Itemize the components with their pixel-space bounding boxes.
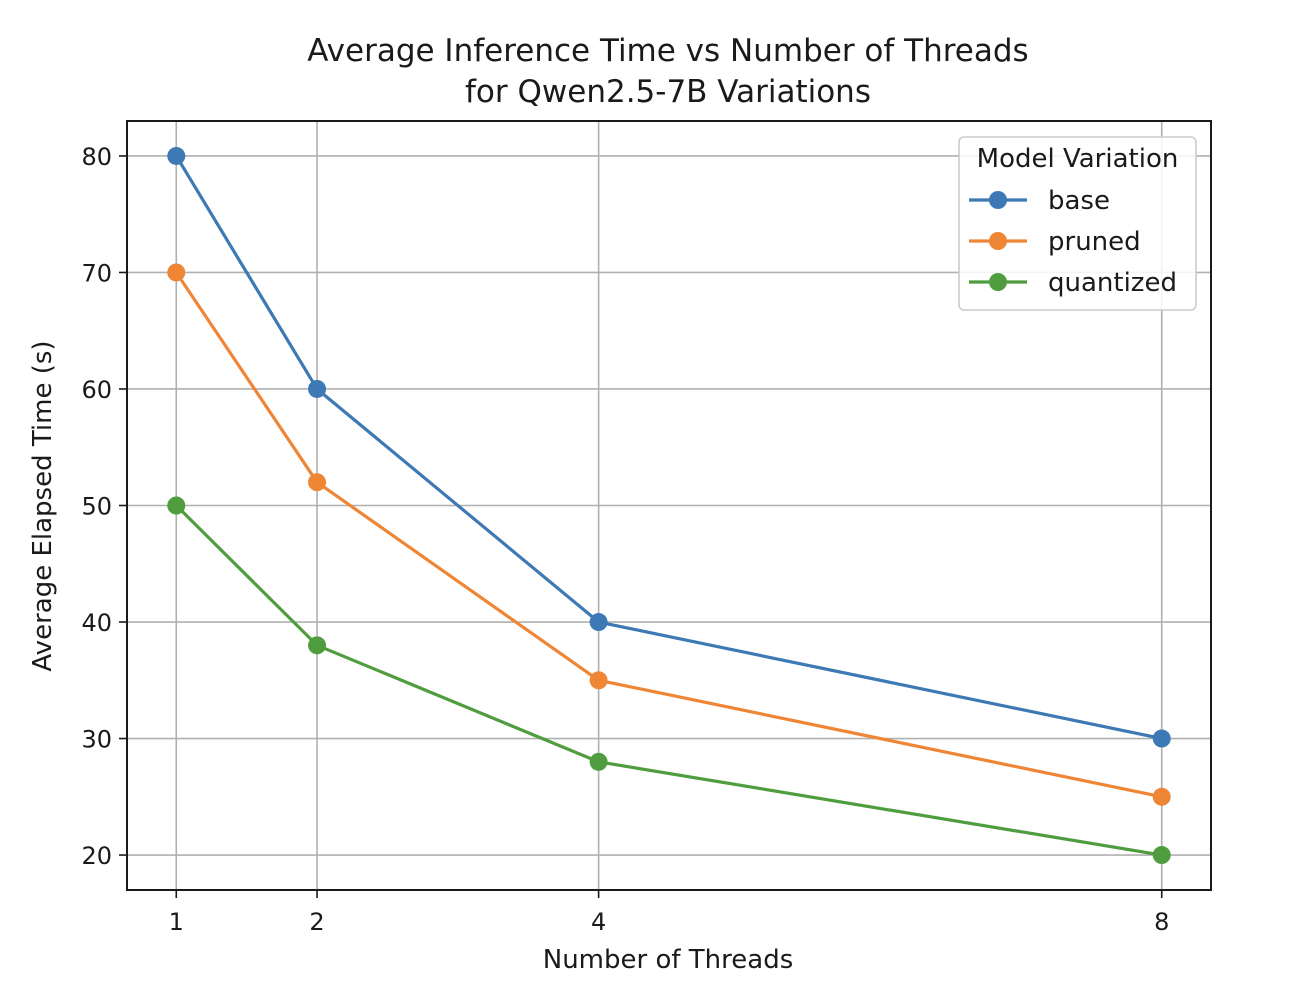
- data-point-pruned: [1152, 787, 1171, 806]
- x-tick-label: 2: [309, 908, 324, 936]
- data-point-base: [589, 613, 608, 632]
- data-point-pruned: [308, 473, 327, 492]
- legend-label: base: [1048, 186, 1110, 216]
- axis-ticks: 1 2 4 8 20 30 40 50 60 70 80: [81, 143, 1169, 936]
- series-quantized: [167, 496, 1171, 865]
- series-base: [167, 146, 1171, 748]
- data-point-quantized: [1152, 846, 1171, 865]
- y-tick-label: 30: [81, 726, 112, 754]
- data-point-quantized: [308, 636, 327, 655]
- legend-item-pruned: pruned: [969, 227, 1141, 257]
- data-point-quantized: [589, 752, 608, 771]
- y-tick-label: 80: [81, 143, 112, 171]
- chart-title-line-1: Average Inference Time vs Number of Thre…: [307, 33, 1028, 69]
- data-point-quantized: [167, 496, 186, 515]
- data-point-base: [167, 146, 186, 165]
- chart-title-line-2: for Qwen2.5-7B Variations: [465, 74, 871, 110]
- y-tick-label: 40: [81, 609, 112, 637]
- x-tick-label: 4: [591, 908, 606, 936]
- legend-frame: [958, 136, 1197, 311]
- legend-item-base: base: [969, 186, 1110, 216]
- data-point-pruned: [167, 263, 186, 282]
- series-layer: [167, 146, 1171, 865]
- data-point-base: [1152, 729, 1171, 748]
- data-point-pruned: [589, 671, 608, 690]
- y-tick-label: 60: [81, 376, 112, 404]
- x-tick-label: 8: [1154, 908, 1169, 936]
- chart-title: Average Inference Time vs Number of Thre…: [307, 33, 1028, 110]
- y-tick-label: 20: [81, 842, 112, 870]
- y-tick-label: 70: [81, 259, 112, 287]
- series-pruned: [167, 263, 1171, 806]
- legend-swatch-marker: [989, 232, 1007, 250]
- legend: Model Variation base pruned quantized: [958, 136, 1197, 311]
- legend-label: pruned: [1048, 227, 1141, 257]
- legend-swatch-marker: [989, 191, 1007, 209]
- series-line-quantized: [175, 504, 1162, 857]
- legend-item-quantized: quantized: [969, 268, 1177, 298]
- legend-swatch-marker: [989, 273, 1007, 291]
- x-axis-label: Number of Threads: [543, 945, 794, 975]
- y-axis-label: Average Elapsed Time (s): [28, 340, 58, 671]
- x-tick-label: 1: [169, 908, 184, 936]
- series-line-pruned: [174, 271, 1163, 799]
- series-line-base: [174, 155, 1163, 741]
- data-point-base: [308, 379, 327, 398]
- legend-title: Model Variation: [977, 144, 1179, 174]
- y-tick-label: 50: [81, 493, 112, 521]
- legend-label: quantized: [1048, 268, 1177, 298]
